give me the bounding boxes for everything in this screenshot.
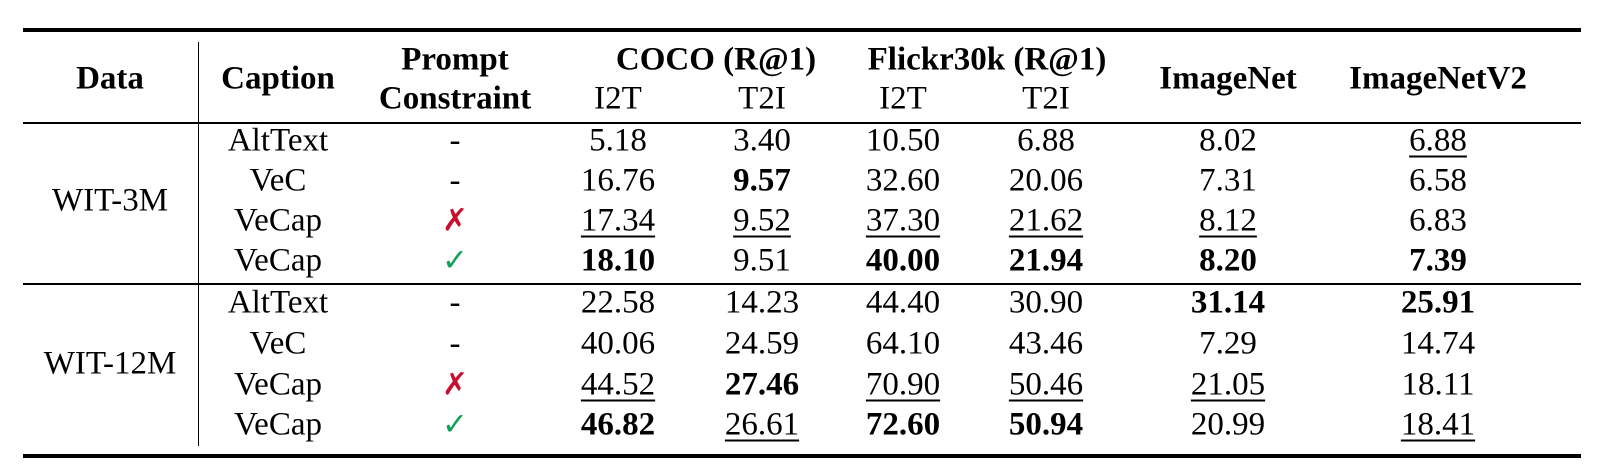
- value-coco-t2i: 9.52: [733, 202, 791, 239]
- value-coco-i2t: 44.52: [580, 366, 656, 403]
- check-mark-icon: ✓: [442, 242, 468, 279]
- header-prompt-line1: Prompt: [401, 41, 509, 78]
- value-imagenet: 7.31: [1199, 162, 1257, 199]
- caption-cell: VeCap: [234, 242, 322, 279]
- value-imagenetv2: 18.41: [1400, 406, 1476, 443]
- header-coco-t2i: T2I: [738, 80, 786, 117]
- prompt-cell: -: [449, 162, 461, 199]
- value-imagenet: 8.02: [1199, 122, 1257, 159]
- prompt-cell: -: [449, 325, 461, 362]
- value-coco-i2t: 40.06: [580, 325, 656, 362]
- value-coco-i2t: 16.76: [580, 162, 656, 199]
- value-imagenet: 21.05: [1190, 366, 1266, 403]
- header-coco: COCO (R@1): [615, 41, 817, 78]
- cross-mark-icon: ✗: [442, 202, 468, 239]
- value-coco-i2t: 5.18: [589, 122, 647, 159]
- header-imagenet: ImageNet: [1159, 60, 1297, 97]
- value-imagenetv2: 14.74: [1400, 325, 1476, 362]
- caption-cell: VeCap: [234, 202, 322, 239]
- value-flickr-t2i: 50.46: [1008, 366, 1084, 403]
- cross-mark-icon: ✗: [442, 366, 468, 403]
- caption-cell: AltText: [227, 122, 329, 159]
- caption-cell: VeC: [249, 325, 307, 362]
- caption-cell: VeCap: [234, 366, 322, 403]
- value-coco-i2t: 18.10: [580, 242, 656, 279]
- value-coco-t2i: 3.40: [733, 122, 791, 159]
- value-flickr-t2i: 21.94: [1008, 242, 1084, 279]
- header-flickr-i2t: I2T: [879, 80, 927, 117]
- value-flickr-i2t: 32.60: [865, 162, 941, 199]
- value-flickr-i2t: 70.90: [865, 366, 941, 403]
- value-coco-t2i: 24.59: [724, 325, 800, 362]
- value-imagenetv2: 18.11: [1401, 366, 1475, 403]
- bottom-rule: [23, 454, 1581, 458]
- value-imagenet: 7.29: [1199, 325, 1257, 362]
- value-flickr-i2t: 64.10: [865, 325, 941, 362]
- value-flickr-i2t: 72.60: [865, 406, 941, 443]
- header-data: Data: [76, 60, 144, 97]
- value-imagenetv2: 7.39: [1409, 242, 1467, 279]
- value-flickr-t2i: 6.88: [1017, 122, 1075, 159]
- value-flickr-t2i: 50.94: [1008, 406, 1084, 443]
- value-flickr-i2t: 37.30: [865, 202, 941, 239]
- data-column-divider: [198, 42, 199, 446]
- value-flickr-i2t: 40.00: [865, 242, 941, 279]
- value-flickr-t2i: 30.90: [1008, 284, 1084, 321]
- value-imagenetv2: 25.91: [1400, 284, 1476, 321]
- header-rule: [23, 122, 1581, 124]
- group-label-wit-3m: WIT-3M: [51, 182, 169, 219]
- caption-cell: VeC: [249, 162, 307, 199]
- prompt-cell: -: [449, 122, 461, 159]
- value-imagenetv2: 6.88: [1409, 122, 1467, 159]
- value-coco-t2i: 9.57: [733, 162, 791, 199]
- value-flickr-i2t: 44.40: [865, 284, 941, 321]
- value-imagenetv2: 6.58: [1409, 162, 1467, 199]
- value-imagenet: 31.14: [1190, 284, 1266, 321]
- caption-cell: AltText: [227, 284, 329, 321]
- caption-cell: VeCap: [234, 406, 322, 443]
- header-imagenetv2: ImageNetV2: [1349, 60, 1527, 97]
- header-flickr: Flickr30k (R@1): [867, 41, 1107, 78]
- value-coco-i2t: 46.82: [580, 406, 656, 443]
- check-mark-icon: ✓: [442, 406, 468, 443]
- value-coco-i2t: 17.34: [580, 202, 656, 239]
- value-flickr-i2t: 10.50: [865, 122, 941, 159]
- value-coco-t2i: 9.51: [733, 242, 791, 279]
- value-imagenet: 20.99: [1190, 406, 1266, 443]
- value-imagenetv2: 6.83: [1409, 202, 1467, 239]
- header-coco-i2t: I2T: [594, 80, 642, 117]
- value-imagenet: 8.12: [1199, 202, 1257, 239]
- value-flickr-t2i: 20.06: [1008, 162, 1084, 199]
- value-imagenet: 8.20: [1199, 242, 1257, 279]
- top-rule: [23, 28, 1581, 32]
- value-coco-t2i: 27.46: [724, 366, 800, 403]
- value-coco-t2i: 14.23: [724, 284, 800, 321]
- value-flickr-t2i: 43.46: [1008, 325, 1084, 362]
- value-coco-t2i: 26.61: [724, 406, 800, 443]
- header-prompt-line2: Constraint: [378, 80, 532, 117]
- header-flickr-t2i: T2I: [1022, 80, 1070, 117]
- header-caption: Caption: [221, 60, 335, 97]
- prompt-cell: -: [449, 284, 461, 321]
- value-flickr-t2i: 21.62: [1008, 202, 1084, 239]
- value-coco-i2t: 22.58: [580, 284, 656, 321]
- group-divider-rule: [23, 283, 1581, 285]
- group-label-wit-12m: WIT-12M: [43, 345, 177, 382]
